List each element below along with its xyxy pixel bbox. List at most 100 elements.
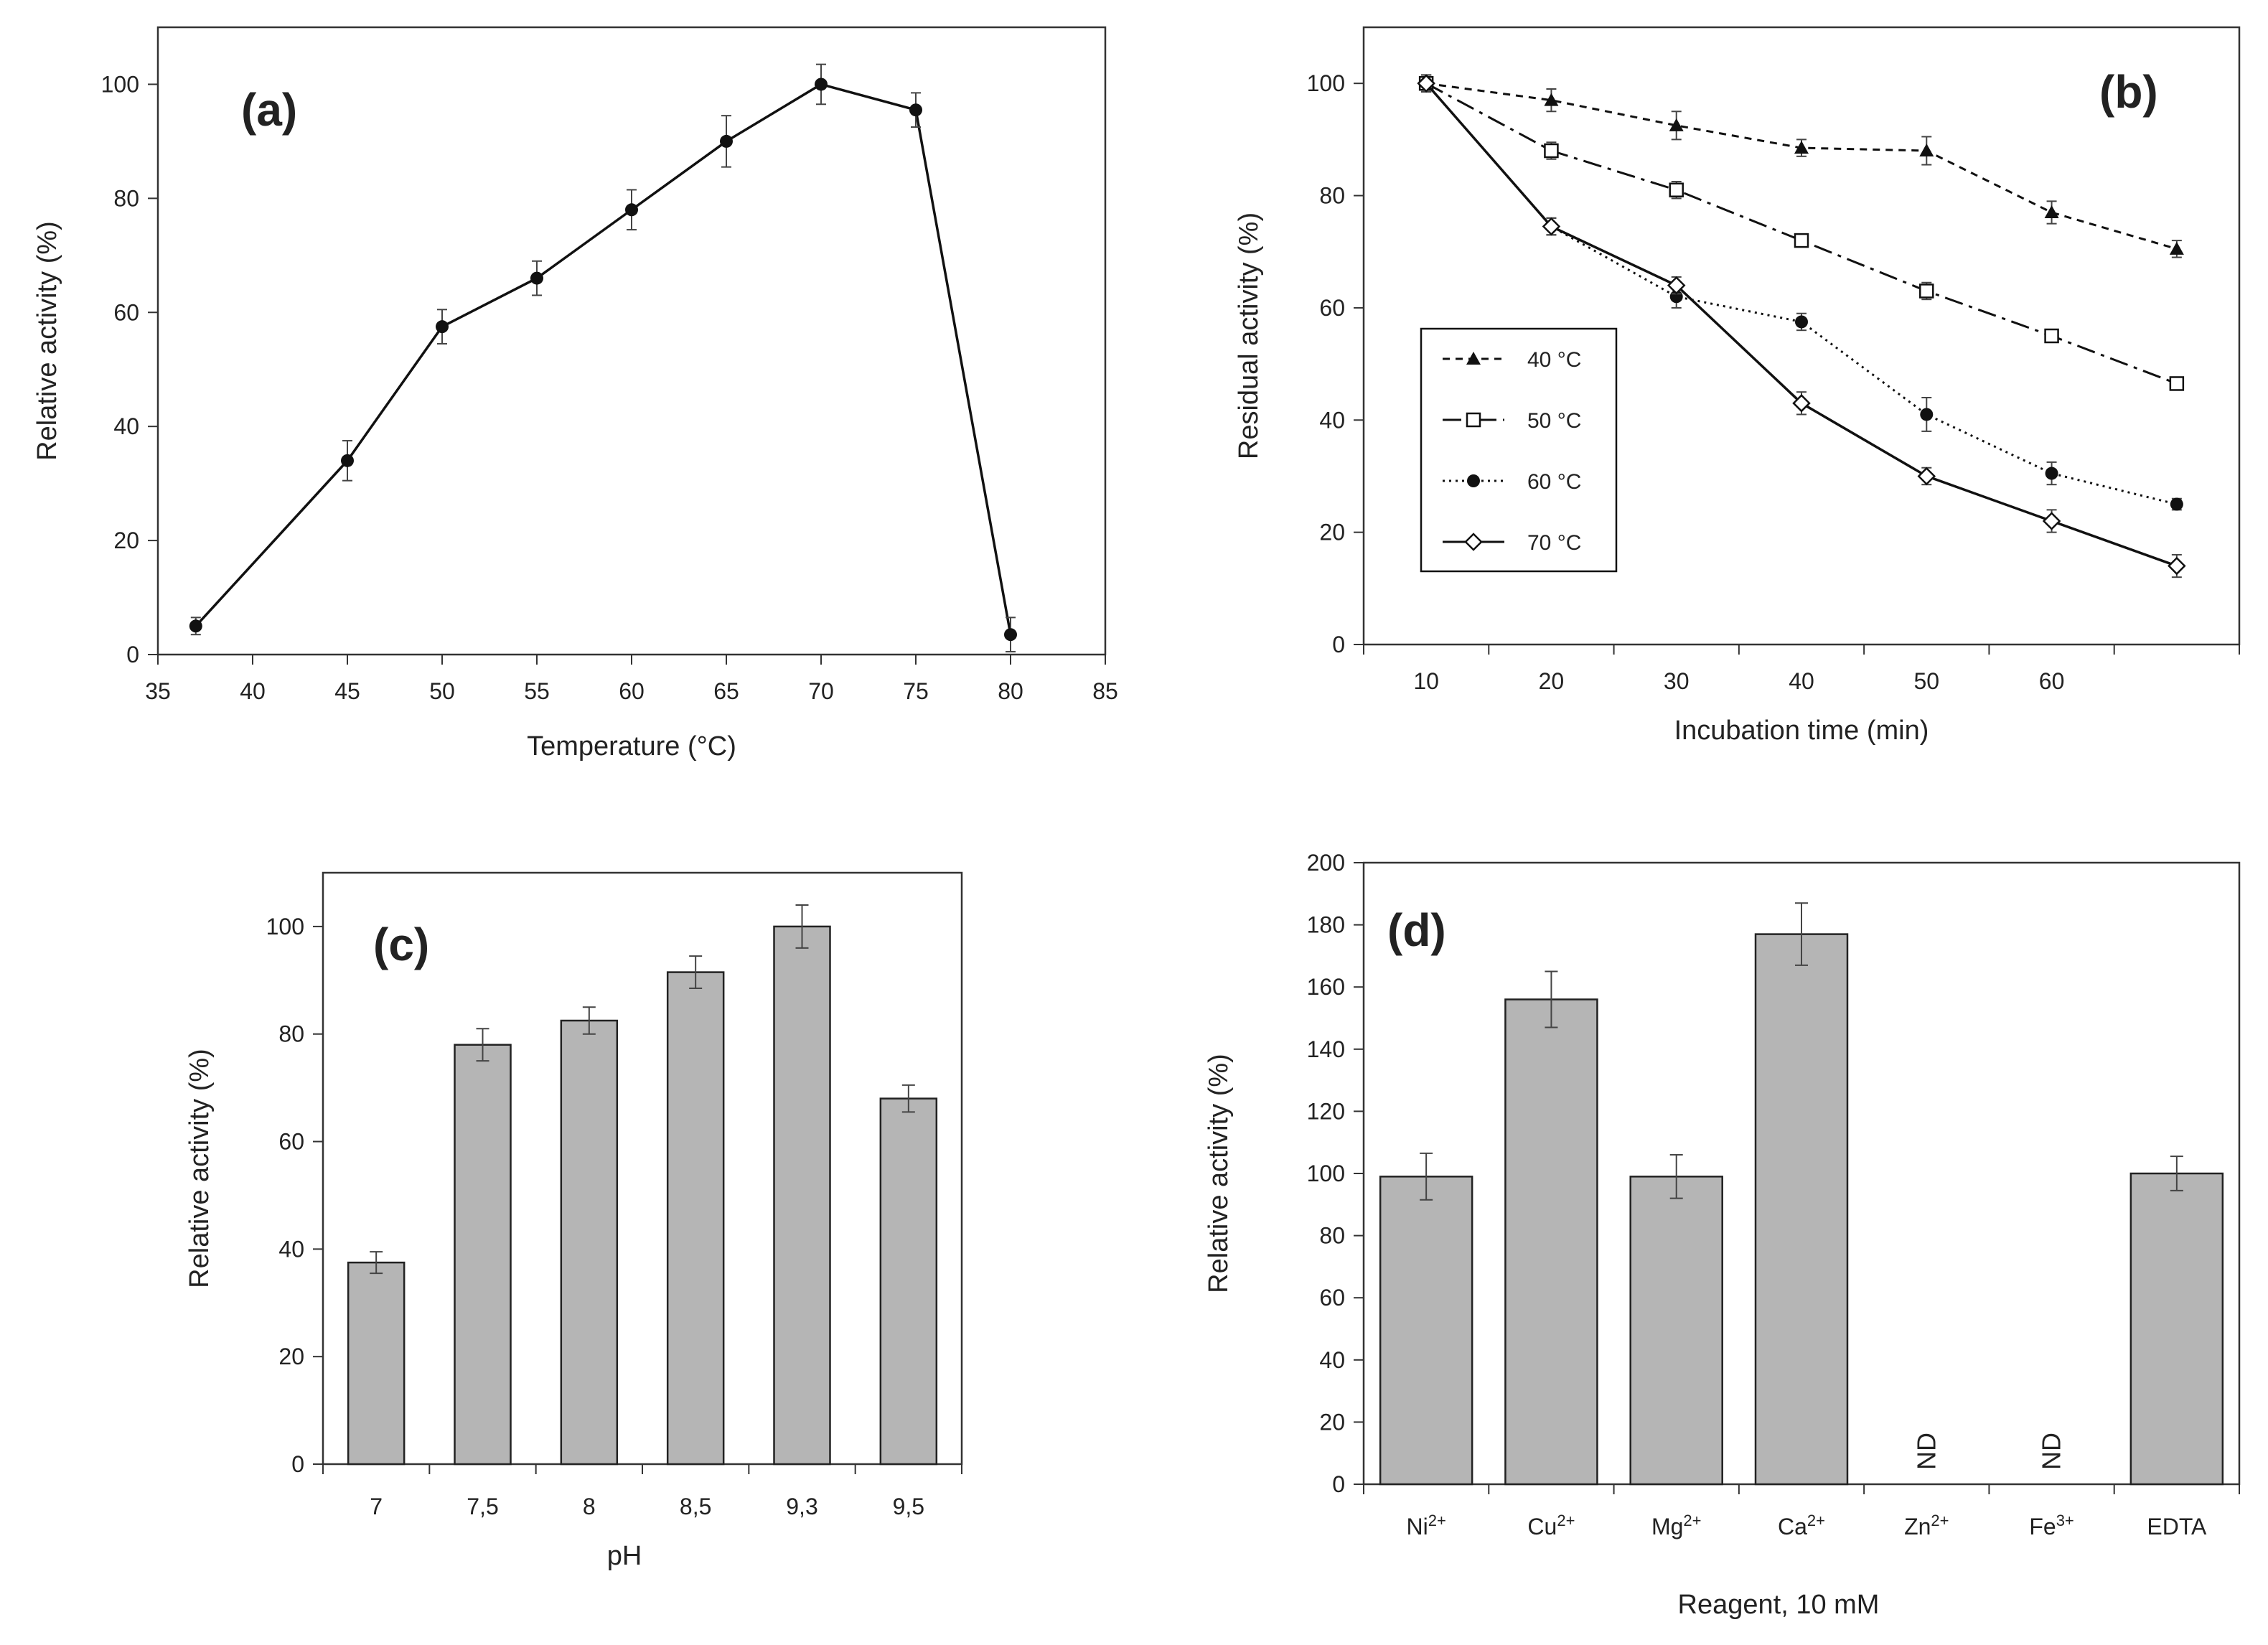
panel-a: 0 20 40 60 80 100 Relative activity (%) 35 40 45 5…	[32, 26, 1118, 761]
bar	[560, 1019, 619, 1466]
x-tick-label: 10	[1413, 668, 1439, 694]
bar	[347, 1261, 406, 1466]
legend-box	[1420, 327, 1618, 573]
bar	[879, 1097, 938, 1466]
x-tick-label: 60	[619, 678, 645, 704]
x-tick-label: 40	[1789, 668, 1814, 694]
category-name: Mg	[1651, 1514, 1683, 1539]
x-tick-label: 65	[713, 678, 739, 704]
x-tick-label: 85	[1092, 678, 1118, 704]
y-tick-label: 0	[291, 1451, 304, 1477]
y-tick-label: 20	[113, 528, 139, 553]
panel-label: (b)	[2099, 66, 2158, 118]
data-point	[1544, 93, 1559, 106]
x-axis-title: Temperature (°C)	[527, 731, 736, 761]
y-tick-label: 40	[1319, 407, 1345, 433]
bar	[1754, 933, 1849, 1486]
data-point	[625, 203, 638, 217]
category-name: Zn	[1904, 1514, 1931, 1539]
data-point	[1669, 182, 1684, 197]
panel-label: (c)	[373, 919, 429, 970]
y-tick-label: 120	[1307, 1098, 1345, 1124]
panel-label: (d)	[1387, 904, 1446, 956]
series-3	[1417, 74, 2186, 578]
x-tick-label: 7	[370, 1494, 383, 1519]
data-point	[530, 271, 543, 285]
x-tick-label: 20	[1539, 668, 1565, 694]
panel-c: 0 20 40 60 80 100 Relative activity (%) 7 7,5 8 8,…	[184, 871, 963, 1571]
category-name: Fe	[2029, 1514, 2056, 1539]
category-name: EDTA	[2147, 1514, 2207, 1539]
plot-frame	[1362, 26, 2241, 646]
x-tick-label: Ni2+	[1406, 1512, 1445, 1539]
y-tick-label: 20	[278, 1344, 304, 1369]
x-tick-label: 70	[808, 678, 834, 704]
series-line	[1425, 82, 2178, 250]
data-point	[2170, 497, 2183, 511]
legend-swatch-marker	[1464, 533, 1483, 551]
legend: 40 °C 50 °C 60 °C 70 °C	[1420, 327, 1618, 573]
y-tick-label: 100	[1307, 1161, 1345, 1186]
x-tick-label: 80	[998, 678, 1023, 704]
category-name: Ni	[1406, 1514, 1428, 1539]
bar	[666, 971, 725, 1466]
x-tick-label: Zn2+	[1904, 1512, 1949, 1539]
x-tick-label: 8	[583, 1494, 596, 1519]
category-charge: 3+	[2056, 1512, 2074, 1529]
panel-d: 0 20 40 60 80 100 120 140 160 180 200 Relative acti…	[1204, 850, 2241, 1620]
data-point	[1544, 143, 1559, 159]
x-tick-label: 9,5	[893, 1494, 924, 1519]
y-axis-title: Relative activity (%)	[184, 1049, 215, 1288]
x-tick-label: 7,5	[467, 1494, 498, 1519]
category-charge: 2+	[1428, 1512, 1446, 1529]
bar	[1504, 998, 1598, 1486]
category-charge: 2+	[1557, 1512, 1575, 1529]
data-point	[2044, 328, 2059, 344]
data-point	[720, 134, 733, 148]
y-tick-label: 60	[278, 1129, 304, 1155]
not-detected-label: ND	[2037, 1433, 2066, 1470]
category-charge: 2+	[1683, 1512, 1701, 1529]
y-tick-label: 80	[278, 1021, 304, 1047]
category-charge: 2+	[1931, 1512, 1949, 1529]
x-axis-title: pH	[607, 1541, 642, 1571]
data-point	[1919, 144, 1934, 156]
bar	[2129, 1172, 2224, 1486]
x-tick-label: 8,5	[680, 1494, 711, 1519]
data-point	[1542, 217, 1561, 236]
category-name: Cu	[1527, 1514, 1557, 1539]
data-point	[1004, 628, 1017, 642]
y-tick-label: 0	[1332, 1471, 1345, 1497]
y-tick-label: 0	[1332, 632, 1345, 657]
legend-label: 50 °C	[1527, 409, 1581, 433]
bar	[454, 1044, 512, 1466]
legend-swatch-marker	[1466, 352, 1481, 365]
x-tick-label: Fe3+	[2029, 1512, 2073, 1539]
y-tick-label: 0	[126, 642, 139, 667]
panel-label: (a)	[241, 84, 297, 136]
bar	[1629, 1176, 1723, 1486]
series-line	[195, 83, 1012, 635]
x-tick-label: 45	[334, 678, 360, 704]
bar	[1379, 1176, 1473, 1486]
x-axis-title: Reagent, 10 mM	[1678, 1590, 1880, 1620]
x-tick-label: 75	[903, 678, 929, 704]
x-tick-label: 9,3	[786, 1494, 817, 1519]
data-point	[815, 78, 828, 91]
x-axis-title: Incubation time (min)	[1674, 716, 1929, 746]
y-tick-label: 60	[1319, 1285, 1345, 1311]
data-point	[2045, 467, 2058, 480]
x-tick-label: Cu2+	[1527, 1512, 1575, 1539]
y-tick-label: 160	[1307, 974, 1345, 1000]
y-tick-label: 40	[113, 413, 139, 439]
data-point	[1792, 394, 1811, 413]
y-tick-label: 60	[113, 299, 139, 325]
y-tick-label: 20	[1319, 1409, 1345, 1435]
data-point	[1919, 283, 1934, 299]
x-tick-label: 30	[1664, 668, 1690, 694]
data-point	[2042, 512, 2061, 530]
category-name: Ca	[1778, 1514, 1807, 1539]
y-tick-label: 200	[1307, 850, 1345, 876]
data-point	[436, 320, 449, 334]
data-point	[2169, 376, 2185, 391]
